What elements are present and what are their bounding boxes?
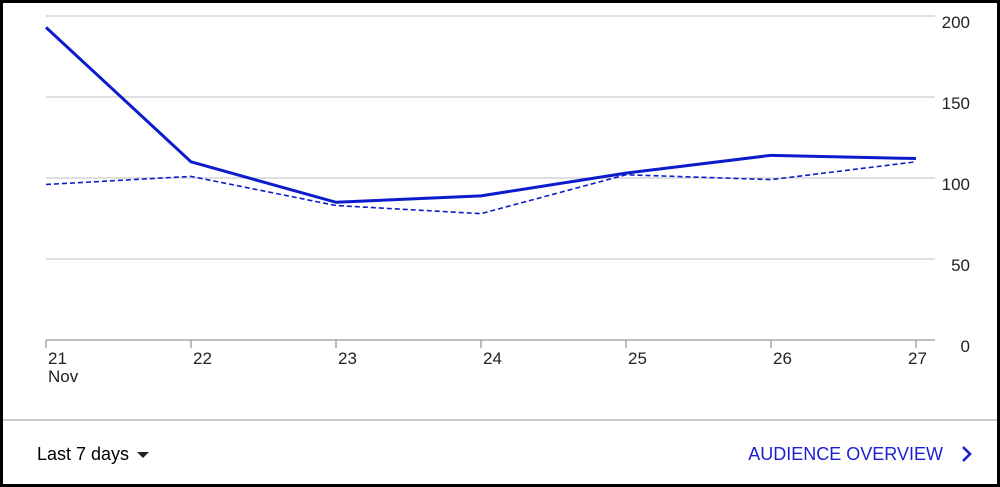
range-dropdown[interactable]: Last 7 days [37, 428, 151, 480]
y-tick-label: 0 [961, 337, 970, 356]
y-tick-label: 100 [942, 175, 970, 194]
link-label: AUDIENCE OVERVIEW [748, 443, 943, 464]
x-tick-label: 24 [483, 349, 502, 368]
solid-line [44, 26, 917, 204]
chevron [962, 446, 972, 462]
range-label: Last 7 days [37, 443, 130, 464]
audience-overview-link[interactable]: AUDIENCE OVERVIEW [748, 428, 977, 480]
y-tick-label: 200 [942, 13, 970, 32]
dropdown-arrow [137, 452, 150, 458]
x-tick-label: 26 [773, 349, 792, 368]
y-tick-label: 150 [942, 94, 970, 113]
x-tick-label: 25 [628, 349, 647, 368]
dashed-line [45, 161, 917, 215]
x-tick-label: 27 [908, 349, 927, 368]
x-tick-label: 23 [338, 349, 357, 368]
x-tick-label: 21 [48, 349, 67, 368]
x-sublabel: Nov [48, 367, 79, 386]
x-tick-label: 22 [193, 349, 212, 368]
chart: 0 50 100 150 200 21 22 23 24 25 26 27 Nov [3, 13, 997, 421]
y-tick-label: 50 [951, 256, 970, 275]
